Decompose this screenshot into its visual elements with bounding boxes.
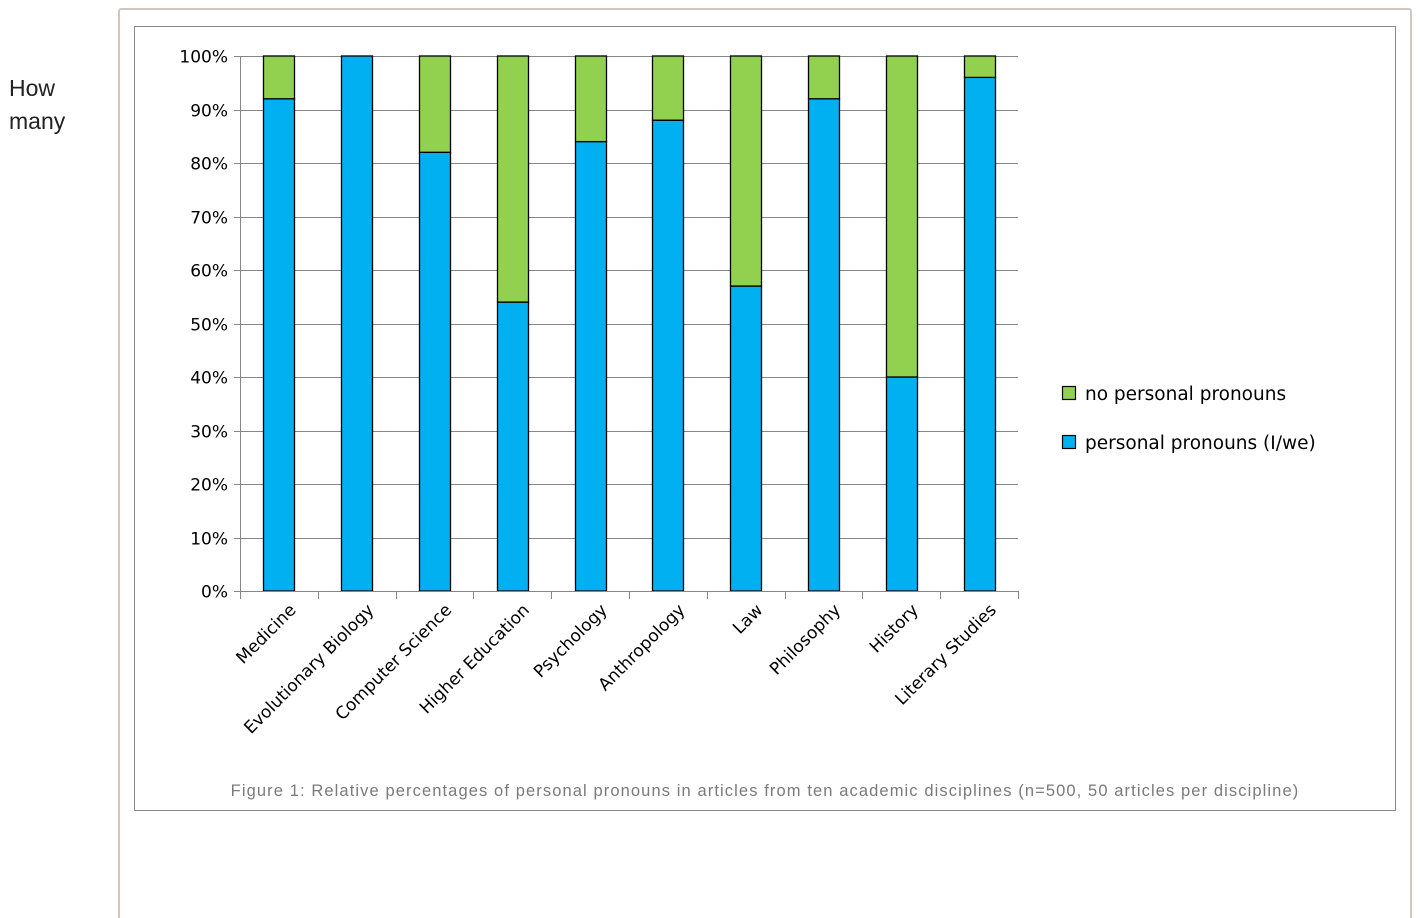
bar-personal-pronouns: [418, 151, 452, 592]
y-tick-label: 0%: [201, 583, 228, 603]
y-tick-label: 30%: [190, 423, 228, 443]
legend: no personal pronouns personal pronouns (I…: [1061, 384, 1316, 454]
y-tick-label: 60%: [190, 262, 228, 282]
legend-label: personal pronouns (I/we): [1085, 433, 1316, 454]
bar-personal-pronouns: [807, 98, 841, 592]
x-tick-label: History: [866, 600, 923, 657]
bar-no-personal-pronouns: [262, 55, 296, 100]
bar-no-personal-pronouns: [729, 55, 763, 287]
bar-personal-pronouns: [885, 376, 919, 592]
y-tick-label: 40%: [190, 369, 228, 389]
bar-personal-pronouns: [651, 119, 685, 592]
bar-no-personal-pronouns: [574, 55, 608, 143]
y-tick-label: 70%: [190, 209, 228, 229]
bar-no-personal-pronouns: [651, 55, 685, 121]
legend-swatch: [1061, 385, 1077, 401]
bar-personal-pronouns: [340, 55, 374, 592]
bar-personal-pronouns: [963, 76, 997, 592]
y-tick-label: 20%: [190, 476, 228, 496]
figure-caption: Figure 1: Relative percentages of person…: [230, 782, 1300, 800]
x-tick-label: Medicine: [233, 600, 301, 668]
y-tick-label: 90%: [190, 102, 228, 122]
bar-no-personal-pronouns: [807, 55, 841, 100]
bar-personal-pronouns: [262, 98, 296, 592]
x-tick-label: Evolutionary Biology: [240, 600, 378, 738]
bar-no-personal-pronouns: [885, 55, 919, 378]
bars: [262, 55, 997, 592]
y-tick-label: 80%: [190, 155, 228, 175]
side-text: How many: [9, 75, 66, 134]
x-tick-label: Law: [729, 600, 767, 638]
bar-no-personal-pronouns: [963, 55, 997, 79]
bar-no-personal-pronouns: [418, 55, 452, 153]
x-tick-label: Psychology: [530, 600, 612, 682]
legend-label: no personal pronouns: [1085, 384, 1286, 405]
bar-personal-pronouns: [729, 285, 763, 592]
x-tick-label: Philosophy: [766, 600, 845, 679]
bar-no-personal-pronouns: [496, 55, 530, 303]
y-tick-label: 100%: [179, 48, 228, 68]
bar-personal-pronouns: [496, 301, 530, 592]
y-tick-label: 10%: [190, 530, 228, 550]
legend-swatch: [1061, 434, 1077, 450]
bar-personal-pronouns: [574, 140, 608, 592]
y-tick-label: 50%: [190, 316, 228, 336]
